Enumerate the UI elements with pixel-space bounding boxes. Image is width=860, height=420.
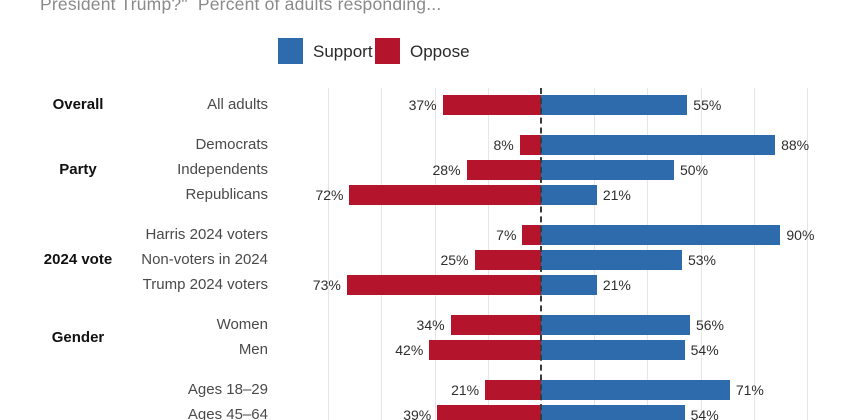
support-value-label: 54%	[690, 407, 719, 420]
oppose-bar	[466, 160, 541, 180]
support-value-label: 53%	[687, 252, 716, 268]
support-bar	[541, 135, 776, 155]
support-bar	[541, 380, 730, 400]
support-value-label: 55%	[693, 97, 722, 113]
row-label: Harris 2024 voters	[145, 226, 268, 243]
oppose-bar	[450, 315, 541, 335]
x-gridline	[328, 88, 330, 420]
oppose-value-label: 73%	[312, 277, 341, 293]
oppose-value-label: 34%	[416, 317, 445, 333]
oppose-bar	[349, 185, 541, 205]
support-value-label: 50%	[680, 162, 709, 178]
support-value-label: 21%	[602, 187, 631, 203]
oppose-bar	[429, 340, 541, 360]
x-gridline	[434, 88, 436, 420]
support-bar	[541, 95, 688, 115]
x-gridline	[700, 88, 702, 420]
oppose-value-label: 37%	[408, 97, 437, 113]
legend-oppose-label: Oppose	[410, 42, 470, 61]
x-gridline	[807, 88, 808, 420]
legend-oppose-swatch	[375, 38, 400, 64]
oppose-bar	[437, 405, 541, 420]
group-label: 2024 vote	[43, 251, 113, 268]
row-label: Women	[216, 316, 268, 333]
support-bar	[541, 275, 597, 295]
oppose-bar	[522, 225, 541, 245]
support-value-label: 88%	[781, 137, 810, 153]
oppose-bar	[474, 250, 541, 270]
support-value-label: 54%	[690, 342, 719, 358]
oppose-value-label: 72%	[315, 187, 344, 203]
row-label: Republicans	[185, 186, 268, 203]
group-label: Overall	[52, 96, 104, 113]
x-gridline	[753, 88, 755, 420]
oppose-bar	[485, 380, 541, 400]
row-label: Democrats	[195, 136, 268, 153]
support-bar	[541, 340, 685, 360]
group-label: Gender	[51, 328, 105, 346]
oppose-value-label: 21%	[451, 382, 480, 398]
oppose-bar	[442, 95, 541, 115]
row-label: Trump 2024 voters	[142, 276, 268, 293]
oppose-value-label: 25%	[440, 252, 469, 268]
support-bar	[541, 160, 674, 180]
support-value-label: 56%	[695, 317, 724, 333]
oppose-value-label: 42%	[395, 342, 424, 358]
legend-support-label: Support	[313, 42, 373, 61]
support-value-label: 90%	[786, 227, 815, 243]
zero-reference-line	[540, 88, 542, 420]
oppose-value-label: 28%	[432, 162, 461, 178]
support-bar	[541, 315, 690, 335]
x-gridline	[381, 88, 383, 420]
row-label: All adults	[207, 96, 268, 113]
oppose-value-label: 8%	[493, 137, 514, 153]
oppose-bar	[519, 135, 541, 155]
support-value-label: 21%	[602, 277, 631, 293]
support-value-label: 71%	[735, 382, 764, 398]
row-label: Ages 18–29	[187, 381, 268, 398]
group-label: Party	[59, 161, 97, 178]
oppose-bar	[346, 275, 541, 295]
support-bar	[541, 225, 781, 245]
oppose-value-label: 7%	[496, 227, 517, 243]
row-label: Independents	[177, 161, 268, 178]
legend-support-swatch	[278, 38, 303, 64]
row-label: Non-voters in 2024	[141, 251, 268, 268]
support-bar	[541, 405, 685, 420]
row-label: Ages 45–64	[187, 406, 268, 420]
row-label: Men	[238, 341, 268, 358]
oppose-value-label: 39%	[403, 407, 432, 420]
support-bar	[541, 185, 597, 205]
chart-title-clipped: President Trump?" Percent of adults resp…	[40, 0, 442, 14]
support-bar	[541, 250, 682, 270]
